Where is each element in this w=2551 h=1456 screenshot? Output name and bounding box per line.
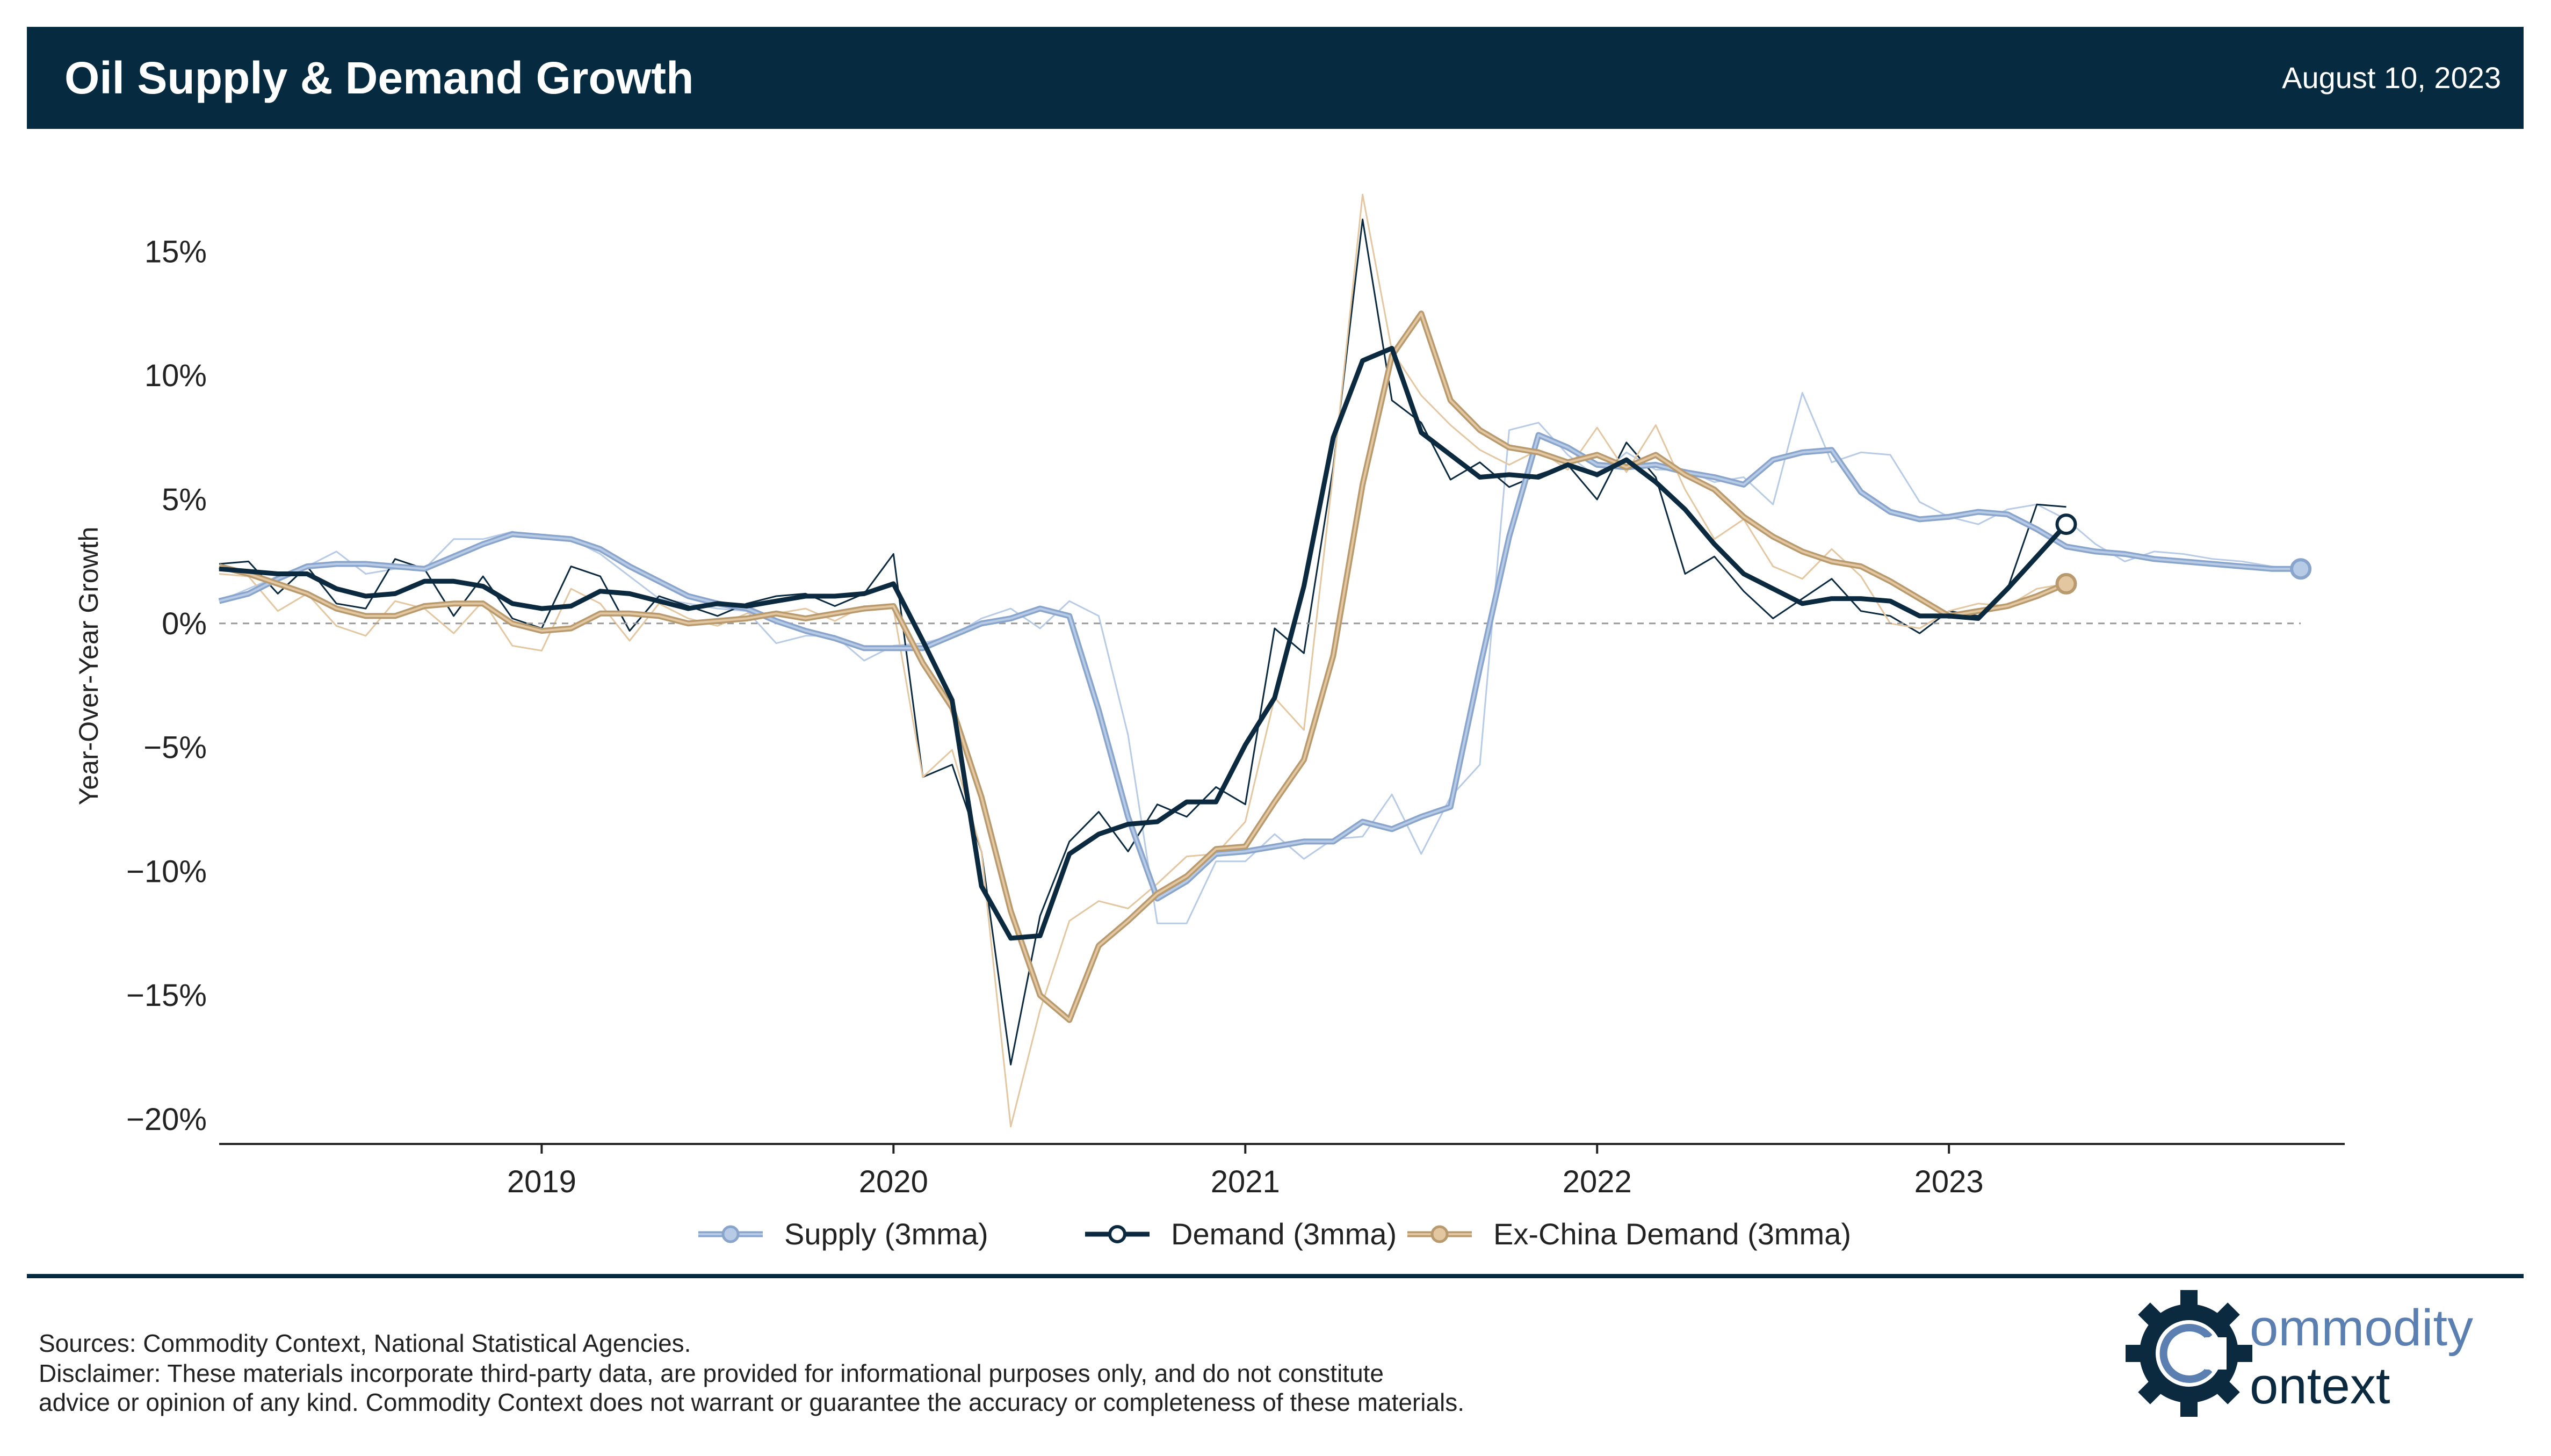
gear-c-icon — [2126, 1290, 2252, 1417]
supply-3mma-raw-line — [219, 392, 2301, 924]
axes-layer: 15% 10% 5% 0% −5% −10% −15% −20% 2019 2020 2021 202… — [126, 234, 2345, 1199]
supply-3mma-line — [219, 434, 2301, 900]
y-tick-label: −5% — [143, 730, 207, 765]
x-tick-label: 2019 — [507, 1164, 576, 1199]
supply-3mma-end-marker — [2290, 558, 2312, 580]
raw-series-layer — [219, 193, 2301, 1128]
disclaimer-line-2: advice or opinion of any kind. Commodity… — [39, 1388, 1465, 1416]
growth-line-chart: 15% 10% 5% 0% −5% −10% −15% −20% 2019 2020 2021 202… — [74, 193, 2345, 1251]
ex-china-demand-3mma-raw-line — [219, 193, 2066, 1128]
demand-3mma-raw-line — [219, 219, 2066, 1066]
legend-swatch-marker — [1108, 1225, 1126, 1243]
commodity-context-logo: ommodity ontext — [2126, 1290, 2473, 1417]
ex-china-demand-3mma-line-outline — [218, 310, 2068, 1023]
publish-date: August 10, 2023 — [2282, 61, 2501, 95]
legend-item-supply-3mma: Supply (3mma) — [698, 1217, 988, 1251]
x-tick-label: 2022 — [1563, 1164, 1632, 1199]
y-tick-label: −20% — [126, 1102, 207, 1137]
y-axis-label: Year-Over-Year Growth — [74, 527, 104, 806]
x-tick-label: 2023 — [1914, 1164, 1984, 1199]
x-tick-label: 2021 — [1211, 1164, 1280, 1199]
demand-3mma-line — [219, 346, 2068, 941]
logo-word-context: ontext — [2250, 1357, 2390, 1415]
chart-legend: Supply (3mma) Demand (3mma) Ex-China Deman… — [698, 1217, 1851, 1251]
y-tick-label: 5% — [162, 482, 207, 517]
y-tick-label: −15% — [126, 978, 207, 1013]
legend-item-ex-china-demand-3mma: Ex-China Demand (3mma) — [1407, 1217, 1851, 1251]
title-bar: Oil Supply & Demand Growth August 10, 20… — [27, 27, 2524, 129]
ex-china-demand-3mma-line — [219, 312, 2067, 1022]
disclaimer-line-1: Disclaimer: These materials incorporate … — [39, 1359, 1384, 1387]
x-tick-label: 2020 — [859, 1164, 928, 1199]
sources-note: Sources: Commodity Context, National Sta… — [39, 1329, 691, 1357]
logo-word-commodity: ommodity — [2250, 1299, 2473, 1357]
legend-label: Supply (3mma) — [784, 1217, 988, 1251]
y-tick-label: 10% — [144, 358, 207, 393]
legend-label: Ex-China Demand (3mma) — [1493, 1217, 1851, 1251]
page-title: Oil Supply & Demand Growth — [64, 53, 694, 103]
smoothed-series-layer — [218, 310, 2312, 1023]
legend-item-demand-3mma: Demand (3mma) — [1085, 1217, 1397, 1251]
y-tick-label: 0% — [162, 606, 207, 641]
legend-swatch-marker — [721, 1225, 740, 1243]
footer-divider — [27, 1274, 2524, 1278]
legend-swatch-marker — [1430, 1225, 1449, 1243]
y-tick-label: 15% — [144, 234, 207, 269]
demand-3mma-end-marker — [2055, 513, 2077, 535]
y-tick-label: −10% — [126, 854, 207, 889]
ex-china-demand-3mma-end-marker — [2055, 573, 2077, 595]
legend-label: Demand (3mma) — [1171, 1217, 1397, 1251]
